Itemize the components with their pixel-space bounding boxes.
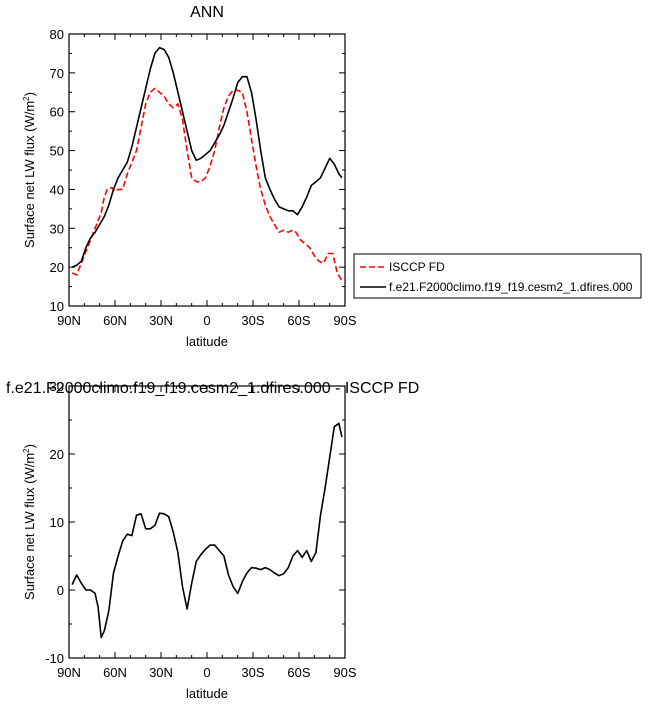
chart-top-frame [68,33,346,307]
x-tick-label: 60S [287,313,310,328]
series-line-0-0 [71,87,343,282]
x-tick-label: 30N [149,313,173,328]
chart-top-ylabel-sup: 2 [22,96,31,101]
chart-top-xlabel: latitude [186,334,228,349]
chart-top-y-ticks: 10 20 30 40 50 60 70 80 [50,27,345,314]
legend-label-model: f.e21.F2000climo.f19_f19.cesm2_1.dfires.… [389,280,633,294]
chart-top: ANN 90N 60N 30N 0 30S 60S 90S 10 20 30 40 50 60 70 80… [22,4,642,349]
x-tick-label: 0 [203,313,210,328]
chart-top-x-ticks: 90N 60N 30N 0 30S 60S 90S [57,34,357,328]
chart-bottom-ylabel: Surface net LW flux (W/m2) [22,444,37,600]
y-tick-label: 70 [50,66,64,81]
y-tick-label: 40 [50,182,64,197]
y-tick-label: 80 [50,27,64,42]
chart-bottom-series [71,422,343,639]
chart-top-ylabel-close: ) [22,92,37,96]
chart-bottom-frame [68,385,346,659]
x-tick-label: 90N [57,313,81,328]
chart-top-ylabel-main: Surface net LW flux (W/m [22,101,37,248]
x-tick-label: 90S [333,665,356,680]
series-line-1-0 [71,422,343,639]
y-tick-label: 60 [50,105,64,120]
chart-bottom-y-ticks: -10 0 10 20 30 [45,379,345,666]
x-tick-label: 60N [103,665,127,680]
x-tick-label: 90S [333,313,356,328]
y-tick-label: -10 [45,651,64,666]
legend-box [353,253,642,299]
y-tick-label: 20 [50,260,64,275]
x-tick-label: 60N [103,313,127,328]
chart-bottom-ylabel-close: ) [22,444,37,448]
y-tick-label: 30 [50,379,64,394]
x-tick-label: 30S [241,665,264,680]
y-tick-label: 0 [57,583,64,598]
y-tick-label: 10 [50,299,64,314]
y-tick-label: 30 [50,221,64,236]
x-tick-label: 30S [241,313,264,328]
chart-bottom-xlabel: latitude [186,686,228,701]
legend-label-isccp: ISCCP FD [389,260,445,274]
chart-top-title: ANN [190,4,224,21]
chart-bottom-ylabel-main: Surface net LW flux (W/m [22,453,37,600]
series-line-0-1 [71,46,343,268]
x-tick-label: 0 [203,665,210,680]
chart-bottom-x-ticks: 90N 60N 30N 0 30S 60S 90S [57,386,357,680]
y-tick-label: 10 [50,515,64,530]
chart-bottom-ylabel-sup: 2 [22,448,31,453]
chart-top-ylabel: Surface net LW flux (W/m2) [22,92,37,248]
chart-top-series [71,46,343,282]
y-tick-label: 20 [50,447,64,462]
chart-bottom-title: f.e21.F2000climo.f19_f19.cesm2_1.dfires.… [6,380,419,397]
x-tick-label: 30N [149,665,173,680]
x-tick-label: 90N [57,665,81,680]
x-tick-label: 60S [287,665,310,680]
y-tick-label: 50 [50,144,64,159]
chart-top-legend: ISCCP FD f.e21.F2000climo.f19_f19.cesm2_… [353,253,642,299]
chart-bottom: f.e21.F2000climo.f19_f19.cesm2_1.dfires.… [6,379,419,701]
